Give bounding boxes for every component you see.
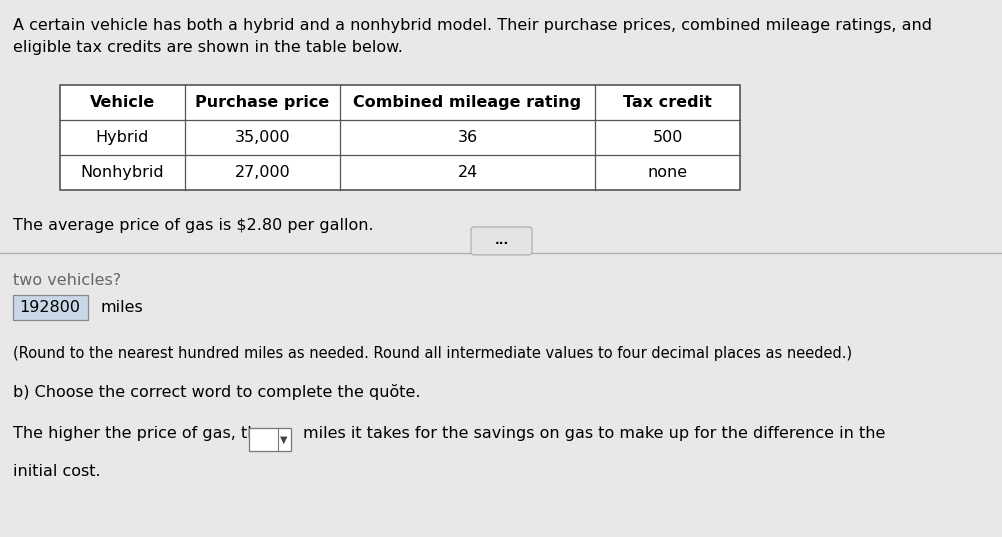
Text: eligible tax credits are shown in the table below.: eligible tax credits are shown in the ta… [13, 40, 403, 55]
Text: The average price of gas is $2.80 per gallon.: The average price of gas is $2.80 per ga… [13, 218, 374, 233]
Text: 35,000: 35,000 [234, 130, 290, 145]
Text: b) Choose the correct word to complete the quŏte.: b) Choose the correct word to complete t… [13, 384, 420, 400]
Text: ▼: ▼ [281, 434, 288, 445]
Text: 192800: 192800 [19, 300, 80, 315]
Text: Purchase price: Purchase price [195, 95, 330, 110]
Bar [60, 85, 739, 190]
Text: 500: 500 [651, 130, 682, 145]
Text: Hybrid: Hybrid [96, 130, 149, 145]
Text: Vehicle: Vehicle [90, 95, 155, 110]
Text: A certain vehicle has both a hybrid and a nonhybrid model. Their purchase prices: A certain vehicle has both a hybrid and … [13, 18, 931, 33]
Text: two vehicles?: two vehicles? [13, 273, 121, 288]
Text: miles it takes for the savings on gas to make up for the difference in the: miles it takes for the savings on gas to… [303, 426, 884, 441]
Text: (Round to the nearest hundred miles as needed. Round all intermediate values to : (Round to the nearest hundred miles as n… [13, 346, 852, 361]
Text: Nonhybrid: Nonhybrid [80, 165, 164, 180]
Text: ...: ... [494, 235, 508, 248]
Text: Tax credit: Tax credit [622, 95, 711, 110]
Text: 27,000: 27,000 [234, 165, 291, 180]
Text: 24: 24 [457, 165, 477, 180]
Text: 36: 36 [457, 130, 477, 145]
Text: Combined mileage rating: Combined mileage rating [353, 95, 581, 110]
FancyBboxPatch shape [471, 227, 531, 255]
Bar [13, 295, 88, 320]
Text: miles: miles [100, 300, 142, 315]
Text: none: none [647, 165, 687, 180]
Bar [248, 428, 291, 451]
Text: initial cost.: initial cost. [13, 464, 100, 479]
Text: The higher the price of gas, the: The higher the price of gas, the [13, 426, 268, 441]
